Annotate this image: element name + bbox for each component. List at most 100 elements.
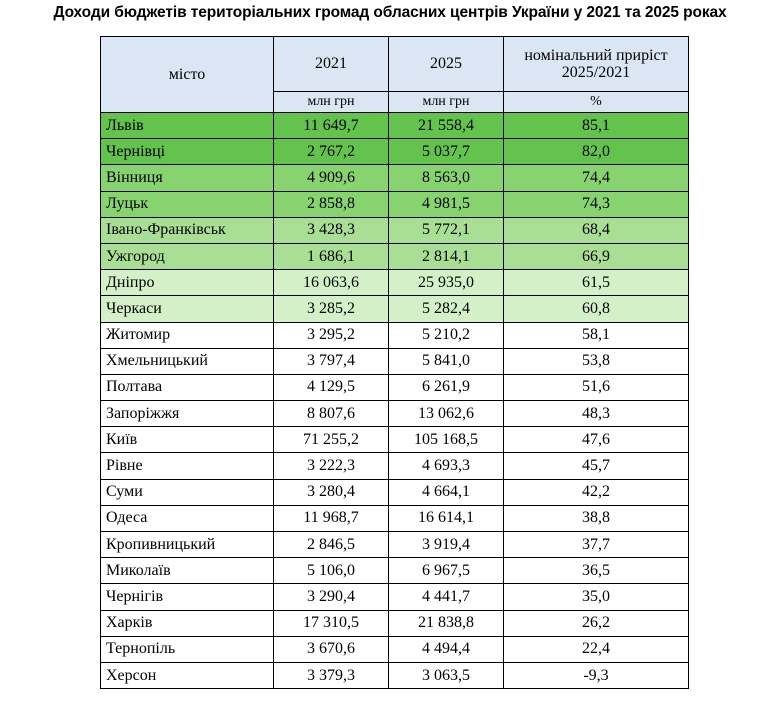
city-cell: Вінниця [100,164,274,192]
city-cell: Харків [100,609,274,637]
value-2025-cell: 4 664,1 [388,478,504,506]
growth-cell: 58,1 [503,321,689,349]
value-2021-cell: 5 106,0 [273,557,389,585]
table-row: Суми 3 280,4 4 664,1 42,2 [100,478,689,506]
table-row: Рівне 3 222,3 4 693,3 45,7 [100,452,689,480]
value-2021-cell: 3 379,3 [273,661,389,690]
value-2021-cell: 4 129,5 [273,373,389,402]
city-cell: Львів [100,111,274,140]
growth-cell: 26,2 [503,609,689,637]
table-row: Черкаси 3 285,2 5 282,4 60,8 [100,295,689,323]
value-2021-cell: 3 797,4 [273,347,389,375]
header-year-2025: 2025 [388,36,504,92]
table-row: Миколаїв 5 106,0 6 967,5 36,5 [100,557,689,585]
page-title: Доходи бюджетів територіальних громад об… [53,4,727,21]
city-cell: Кропивницький [100,530,274,559]
value-2025-cell: 21 838,8 [388,609,504,637]
table-row: Одеса 11 968,7 16 614,1 38,8 [100,504,689,533]
growth-cell: 38,8 [503,504,689,533]
value-2021-cell: 71 255,2 [273,426,389,454]
value-2021-cell: 2 846,5 [273,530,389,559]
growth-cell: 37,7 [503,530,689,559]
header-unit-2025: млн грн [388,91,504,113]
city-cell: Чернівці [100,138,274,166]
header-growth-line2: 2025/2021 [561,64,631,81]
growth-cell: 42,2 [503,478,689,506]
value-2025-cell: 5 282,4 [388,295,504,323]
city-cell: Черкаси [100,295,274,323]
header-growth-line1: номінальний приріст [524,47,668,64]
value-2021-cell: 16 063,6 [273,269,389,297]
city-cell: Суми [100,478,274,506]
city-cell: Житомир [100,321,274,349]
value-2025-cell: 13 062,6 [388,400,504,428]
city-cell: Київ [100,426,274,454]
value-2021-cell: 4 909,6 [273,164,389,192]
table-row: Хмельницький 3 797,4 5 841,0 53,8 [100,347,689,375]
table-body: Львів 11 649,7 21 558,4 85,1 Чернівці 2 767,2… [100,111,689,690]
table-row: Полтава 4 129,5 6 261,9 51,6 [100,373,689,402]
city-cell: Дніпро [100,269,274,297]
table-row: Ужгород 1 686,1 2 814,1 66,9 [100,242,689,271]
value-2025-cell: 16 614,1 [388,504,504,533]
value-2025-cell: 105 168,5 [388,426,504,454]
table-row: Тернопіль 3 670,6 4 494,4 22,4 [100,635,689,663]
header-year-2021: 2021 [273,36,389,92]
city-cell: Тернопіль [100,635,274,663]
growth-cell: 82,0 [503,138,689,166]
growth-cell: 36,5 [503,557,689,585]
growth-cell: 68,4 [503,216,689,244]
city-cell: Івано-Франківськ [100,216,274,244]
value-2021-cell: 2 767,2 [273,138,389,166]
value-2021-cell: 1 686,1 [273,242,389,271]
table-row: Чернівці 2 767,2 5 037,7 82,0 [100,138,689,166]
table-row: Кропивницький 2 846,5 3 919,4 37,7 [100,530,689,559]
growth-cell: 51,6 [503,373,689,402]
table-row: Луцьк 2 858,8 4 981,5 74,3 [100,190,689,218]
growth-cell: 74,4 [503,164,689,192]
value-2025-cell: 5 037,7 [388,138,504,166]
city-cell: Миколаїв [100,557,274,585]
city-cell: Ужгород [100,242,274,271]
value-2025-cell: 25 935,0 [388,269,504,297]
growth-cell: -9,3 [503,661,689,690]
value-2025-cell: 8 563,0 [388,164,504,192]
value-2021-cell: 11 649,7 [273,111,389,140]
growth-cell: 22,4 [503,635,689,663]
value-2025-cell: 5 772,1 [388,216,504,244]
table-row: Львів 11 649,7 21 558,4 85,1 [100,111,689,140]
table-row: Харків 17 310,5 21 838,8 26,2 [100,609,689,637]
growth-cell: 66,9 [503,242,689,271]
value-2021-cell: 3 280,4 [273,478,389,506]
header-growth: номінальний приріст 2025/2021 [503,36,689,92]
value-2021-cell: 3 295,2 [273,321,389,349]
growth-cell: 48,3 [503,400,689,428]
value-2025-cell: 5 210,2 [388,321,504,349]
table-row: Запоріжжя 8 807,6 13 062,6 48,3 [100,400,689,428]
value-2021-cell: 17 310,5 [273,609,389,637]
value-2021-cell: 11 968,7 [273,504,389,533]
growth-cell: 85,1 [503,111,689,140]
header-unit-growth: % [503,91,689,113]
growth-cell: 74,3 [503,190,689,218]
city-cell: Луцьк [100,190,274,218]
value-2025-cell: 4 981,5 [388,190,504,218]
table-row: Вінниця 4 909,6 8 563,0 74,4 [100,164,689,192]
table-row: Чернігів 3 290,4 4 441,7 35,0 [100,583,689,611]
growth-cell: 61,5 [503,269,689,297]
value-2025-cell: 21 558,4 [388,111,504,140]
value-2025-cell: 4 693,3 [388,452,504,480]
value-2021-cell: 3 428,3 [273,216,389,244]
growth-cell: 47,6 [503,426,689,454]
city-cell: Одеса [100,504,274,533]
value-2021-cell: 3 670,6 [273,635,389,663]
budget-revenue-table: місто 2021 2025 номінальний приріст 2025/… [100,36,689,690]
value-2025-cell: 3 063,5 [388,661,504,690]
growth-cell: 45,7 [503,452,689,480]
header-city: місто [100,36,274,113]
city-cell: Херсон [100,661,274,690]
city-cell: Чернігів [100,583,274,611]
value-2025-cell: 2 814,1 [388,242,504,271]
value-2025-cell: 4 441,7 [388,583,504,611]
city-cell: Полтава [100,373,274,402]
